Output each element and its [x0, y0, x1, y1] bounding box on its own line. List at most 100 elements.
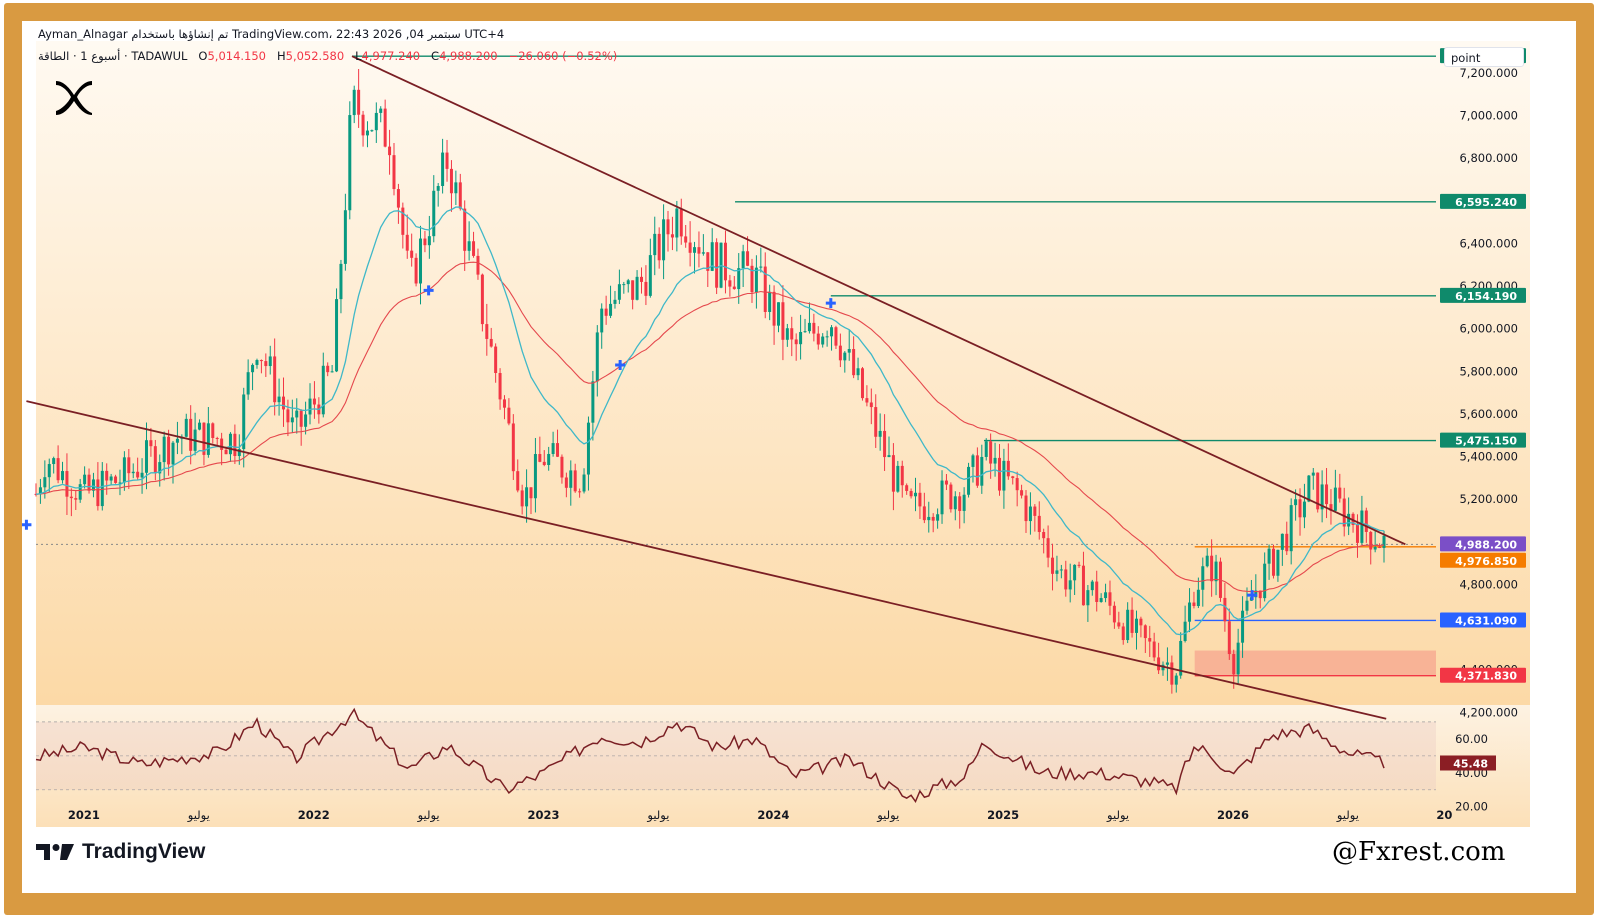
candle-body — [989, 441, 993, 464]
candle-body — [1245, 600, 1249, 611]
candle-body — [772, 291, 776, 326]
candle-body — [1121, 626, 1125, 641]
candle-body — [149, 440, 153, 447]
candle-body — [1011, 476, 1015, 479]
open-value: 5,014.150 — [207, 49, 266, 63]
candle-body — [38, 487, 42, 495]
time-axis-tick: 2025 — [987, 808, 1019, 822]
candle-body — [927, 516, 931, 521]
candle-body — [807, 322, 811, 332]
candle-body — [441, 152, 445, 186]
candle-body — [352, 89, 356, 116]
candle-body — [701, 252, 705, 254]
candle-body — [1329, 504, 1333, 511]
candle-body — [1320, 484, 1324, 510]
candle-body — [419, 238, 423, 284]
candle-body — [1364, 510, 1368, 532]
tradingview-logo-icon — [36, 844, 74, 860]
price-axis-tick: 5,200.000 — [1459, 492, 1518, 506]
candle-body — [1223, 597, 1227, 622]
candle-body — [47, 464, 51, 478]
candle-body — [498, 372, 502, 400]
price-level-label: 5,475.150 — [1455, 435, 1517, 448]
candle-body — [144, 440, 148, 473]
main-pane-bg — [36, 41, 1530, 723]
price-axis-tick: 7,200.000 — [1459, 66, 1518, 80]
crossover-marker — [423, 285, 434, 296]
candle-body — [277, 396, 281, 403]
candle-body — [255, 360, 259, 365]
candle-body — [1002, 460, 1006, 491]
candle-body — [198, 422, 202, 430]
candle-body — [383, 108, 387, 147]
high-value: 5,052.580 — [285, 49, 345, 63]
time-axis-tick: يوليو — [1336, 808, 1359, 823]
candle-body — [224, 449, 228, 455]
candle-body — [445, 152, 449, 169]
candle-body — [874, 407, 878, 437]
candle-body — [1046, 538, 1050, 558]
candle-body — [763, 266, 767, 312]
candle-body — [1081, 565, 1085, 606]
price-chart[interactable]: 4,200.0004,400.0004,800.0005,200.0005,40… — [22, 21, 1576, 893]
candle-body — [502, 399, 506, 408]
candle-body — [1338, 487, 1342, 499]
candle-body — [816, 333, 820, 345]
candle-body — [1263, 563, 1267, 599]
candle-body — [573, 470, 577, 492]
candle-body — [909, 490, 913, 497]
candle-body — [100, 470, 104, 507]
candle-body — [670, 234, 674, 238]
candle-body — [803, 331, 807, 333]
candle-body — [1347, 513, 1351, 527]
scale-mode-button[interactable]: point — [1444, 47, 1524, 67]
price-level-label: 6,154.190 — [1455, 290, 1517, 303]
candle-body — [657, 233, 661, 261]
candle-body — [821, 336, 825, 345]
candle-body — [1020, 490, 1024, 496]
candle-body — [604, 308, 608, 316]
candle-body — [1210, 555, 1214, 582]
price-level-label: 4,988.200 — [1455, 538, 1517, 551]
candle-body — [1165, 662, 1169, 665]
candle-body — [1024, 495, 1028, 522]
candle-body — [158, 462, 162, 474]
candle-body — [980, 456, 984, 486]
candle-body — [905, 485, 909, 491]
price-level-badge — [1440, 193, 1526, 209]
crossover-marker — [825, 298, 836, 309]
symbol-label[interactable]: أسبوع 1 · الطاقة · TADAWUL — [38, 49, 188, 63]
candle-body — [622, 284, 626, 286]
candle-body — [569, 470, 573, 488]
candle-body — [1028, 506, 1032, 522]
candle-body — [237, 449, 241, 457]
candle-body — [357, 89, 361, 115]
candle-body — [69, 496, 73, 499]
candle-body — [1276, 549, 1280, 576]
candle-body — [251, 364, 255, 373]
candle-body — [476, 255, 480, 275]
ohlc-bar: أسبوع 1 · الطاقة · TADAWUL O5,014.150 H5… — [38, 49, 617, 63]
candle-body — [967, 466, 971, 495]
candle-body — [1241, 610, 1245, 643]
price-level-badge — [1440, 432, 1526, 448]
candle-body — [706, 252, 710, 271]
candle-body — [1139, 618, 1143, 626]
candle-body — [547, 453, 551, 466]
candle-body — [900, 465, 904, 486]
candle-body — [410, 250, 414, 258]
candle-body — [348, 115, 352, 211]
candle-body — [984, 441, 988, 457]
candle-body — [1117, 622, 1121, 627]
candle-body — [268, 356, 272, 367]
candle-body — [427, 236, 431, 246]
candle-body — [34, 493, 38, 495]
tradingview-brand[interactable]: TradingView — [36, 839, 205, 865]
candle-body — [1086, 590, 1090, 606]
candle-body — [1307, 475, 1311, 502]
candle-body — [1378, 547, 1382, 549]
candle-body — [472, 241, 476, 256]
candle-body — [958, 496, 962, 511]
candle-body — [401, 207, 405, 235]
candle-body — [379, 108, 383, 113]
